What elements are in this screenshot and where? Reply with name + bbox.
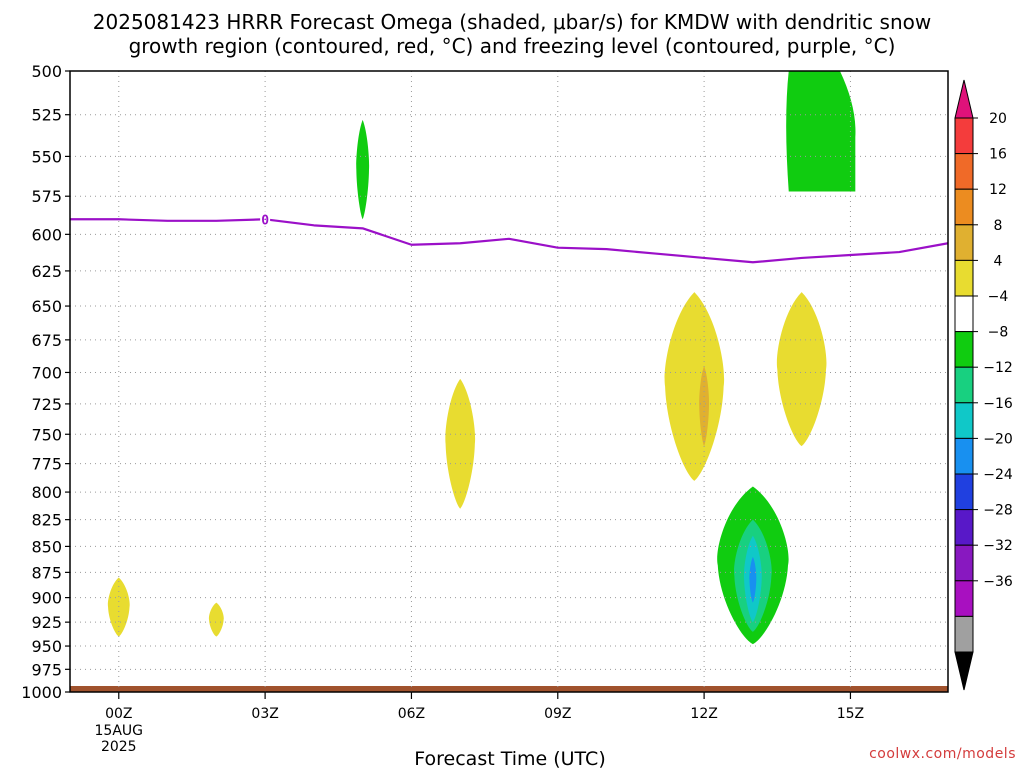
y-tick-label-575: 575 xyxy=(31,187,62,206)
x-tick-label-03Z: 03Z xyxy=(251,706,278,722)
plot-border xyxy=(69,70,949,693)
y-tick-label-550: 550 xyxy=(31,147,62,166)
freezing-level-contour: 0 xyxy=(70,211,949,264)
colorbar-label-3: 8 xyxy=(994,218,1003,234)
colorbar-segment-0 xyxy=(954,117,974,155)
y-tick-label-900: 900 xyxy=(31,589,62,608)
x-tick-label-00Z: 00Z xyxy=(105,706,132,722)
y-tick-label-875: 875 xyxy=(31,563,62,582)
colorbar-label-4: 4 xyxy=(994,253,1003,269)
x-tick-label-12Z: 12Z xyxy=(690,706,717,722)
y-tick-label-600: 600 xyxy=(31,225,62,244)
colorbar-label-11: −28 xyxy=(983,503,1013,519)
colorbar-label-5: −4 xyxy=(988,289,1009,305)
colorbar-label-13: −36 xyxy=(983,574,1013,590)
colorbar-label-10: −24 xyxy=(983,467,1013,483)
y-tick-label-525: 525 xyxy=(31,106,62,125)
colorbar-segment-14 xyxy=(954,615,974,653)
y-tick-label-700: 700 xyxy=(31,363,62,382)
y-tick-label-675: 675 xyxy=(31,331,62,350)
omega-region-0 xyxy=(107,577,130,637)
x-tick-label-09Z: 09Z xyxy=(544,706,571,722)
colorbar-segment-12 xyxy=(954,544,974,582)
colorbar-segment-13 xyxy=(954,580,974,617)
omega-colorbar: 20 16 12 8 4 −4 −8 −12 −16 −20 −24 −28 −32 −36 xyxy=(954,79,1013,691)
pressure-axis: 500 525 550 575 600 625 650 675 700 725 750 775 800 8… xyxy=(21,62,70,702)
credit-text: coolwx.com/models xyxy=(869,746,1016,762)
y-tick-label-650: 650 xyxy=(31,297,62,316)
colorbar-segment-3 xyxy=(954,224,974,261)
colorbar-segment-8 xyxy=(954,402,974,439)
colorbar-segment-5 xyxy=(954,295,974,333)
y-tick-label-750: 750 xyxy=(31,425,62,444)
colorbar-label-9: −20 xyxy=(983,431,1013,447)
colorbar-label-1: 16 xyxy=(989,147,1007,163)
colorbar-label-12: −32 xyxy=(983,538,1013,554)
x-date-label-1: 2025 xyxy=(101,739,137,755)
omega-shading xyxy=(107,71,856,645)
omega-region-5 xyxy=(776,292,827,447)
colorbar-segment-11 xyxy=(954,509,974,546)
colorbar-top-arrow xyxy=(954,79,974,119)
omega-region-2 xyxy=(445,378,476,509)
x-tick-label-06Z: 06Z xyxy=(398,706,425,722)
chart-title-line1: 2025081423 HRRR Forecast Omega (shaded, … xyxy=(93,10,931,34)
colorbar-segment-7 xyxy=(954,366,974,404)
y-tick-label-975: 975 xyxy=(31,660,62,679)
y-tick-label-500: 500 xyxy=(31,62,62,81)
y-tick-label-925: 925 xyxy=(31,613,62,632)
grid-lines xyxy=(70,71,948,692)
colorbar-segment-4 xyxy=(954,259,974,297)
omega-region-9 xyxy=(749,556,757,603)
colorbar-label-0: 20 xyxy=(989,111,1007,127)
y-tick-label-825: 825 xyxy=(31,511,62,530)
chart-title-line2: growth region (contoured, red, °C) and f… xyxy=(129,34,896,58)
freezing-level-line xyxy=(70,218,949,264)
colorbar-bottom-arrow xyxy=(954,651,974,691)
colorbar-label-7: −12 xyxy=(983,360,1013,376)
colorbar-label-8: −16 xyxy=(983,396,1013,412)
colorbar-segment-1 xyxy=(954,153,974,190)
colorbar-label-6: −8 xyxy=(988,325,1009,341)
omega-region-3 xyxy=(664,292,725,481)
plot-frame xyxy=(69,70,949,693)
surface-band xyxy=(70,686,948,692)
y-tick-label-950: 950 xyxy=(31,637,62,656)
omega-region-11 xyxy=(786,71,856,192)
y-tick-label-1000: 1000 xyxy=(21,683,62,702)
omega-region-10 xyxy=(356,119,370,220)
colorbar-segment-9 xyxy=(954,437,974,475)
freezing-level-label: 0 xyxy=(261,213,269,228)
surface-ground-band xyxy=(70,686,948,692)
x-date-label-0: 15AUG xyxy=(95,723,144,739)
omega-region-1 xyxy=(208,602,224,637)
colorbar-segment-6 xyxy=(954,331,974,368)
y-tick-label-800: 800 xyxy=(31,483,62,502)
y-tick-label-725: 725 xyxy=(31,395,62,414)
freezing-label-bg xyxy=(260,211,271,227)
colorbar-segment-10 xyxy=(954,473,974,511)
colorbar-segment-2 xyxy=(954,188,974,226)
colorbar-label-2: 12 xyxy=(989,182,1007,198)
y-tick-label-850: 850 xyxy=(31,537,62,556)
y-tick-label-775: 775 xyxy=(31,455,62,474)
y-tick-label-625: 625 xyxy=(31,262,62,281)
x-tick-label-15Z: 15Z xyxy=(837,706,864,722)
x-axis-label: Forecast Time (UTC) xyxy=(414,748,605,768)
